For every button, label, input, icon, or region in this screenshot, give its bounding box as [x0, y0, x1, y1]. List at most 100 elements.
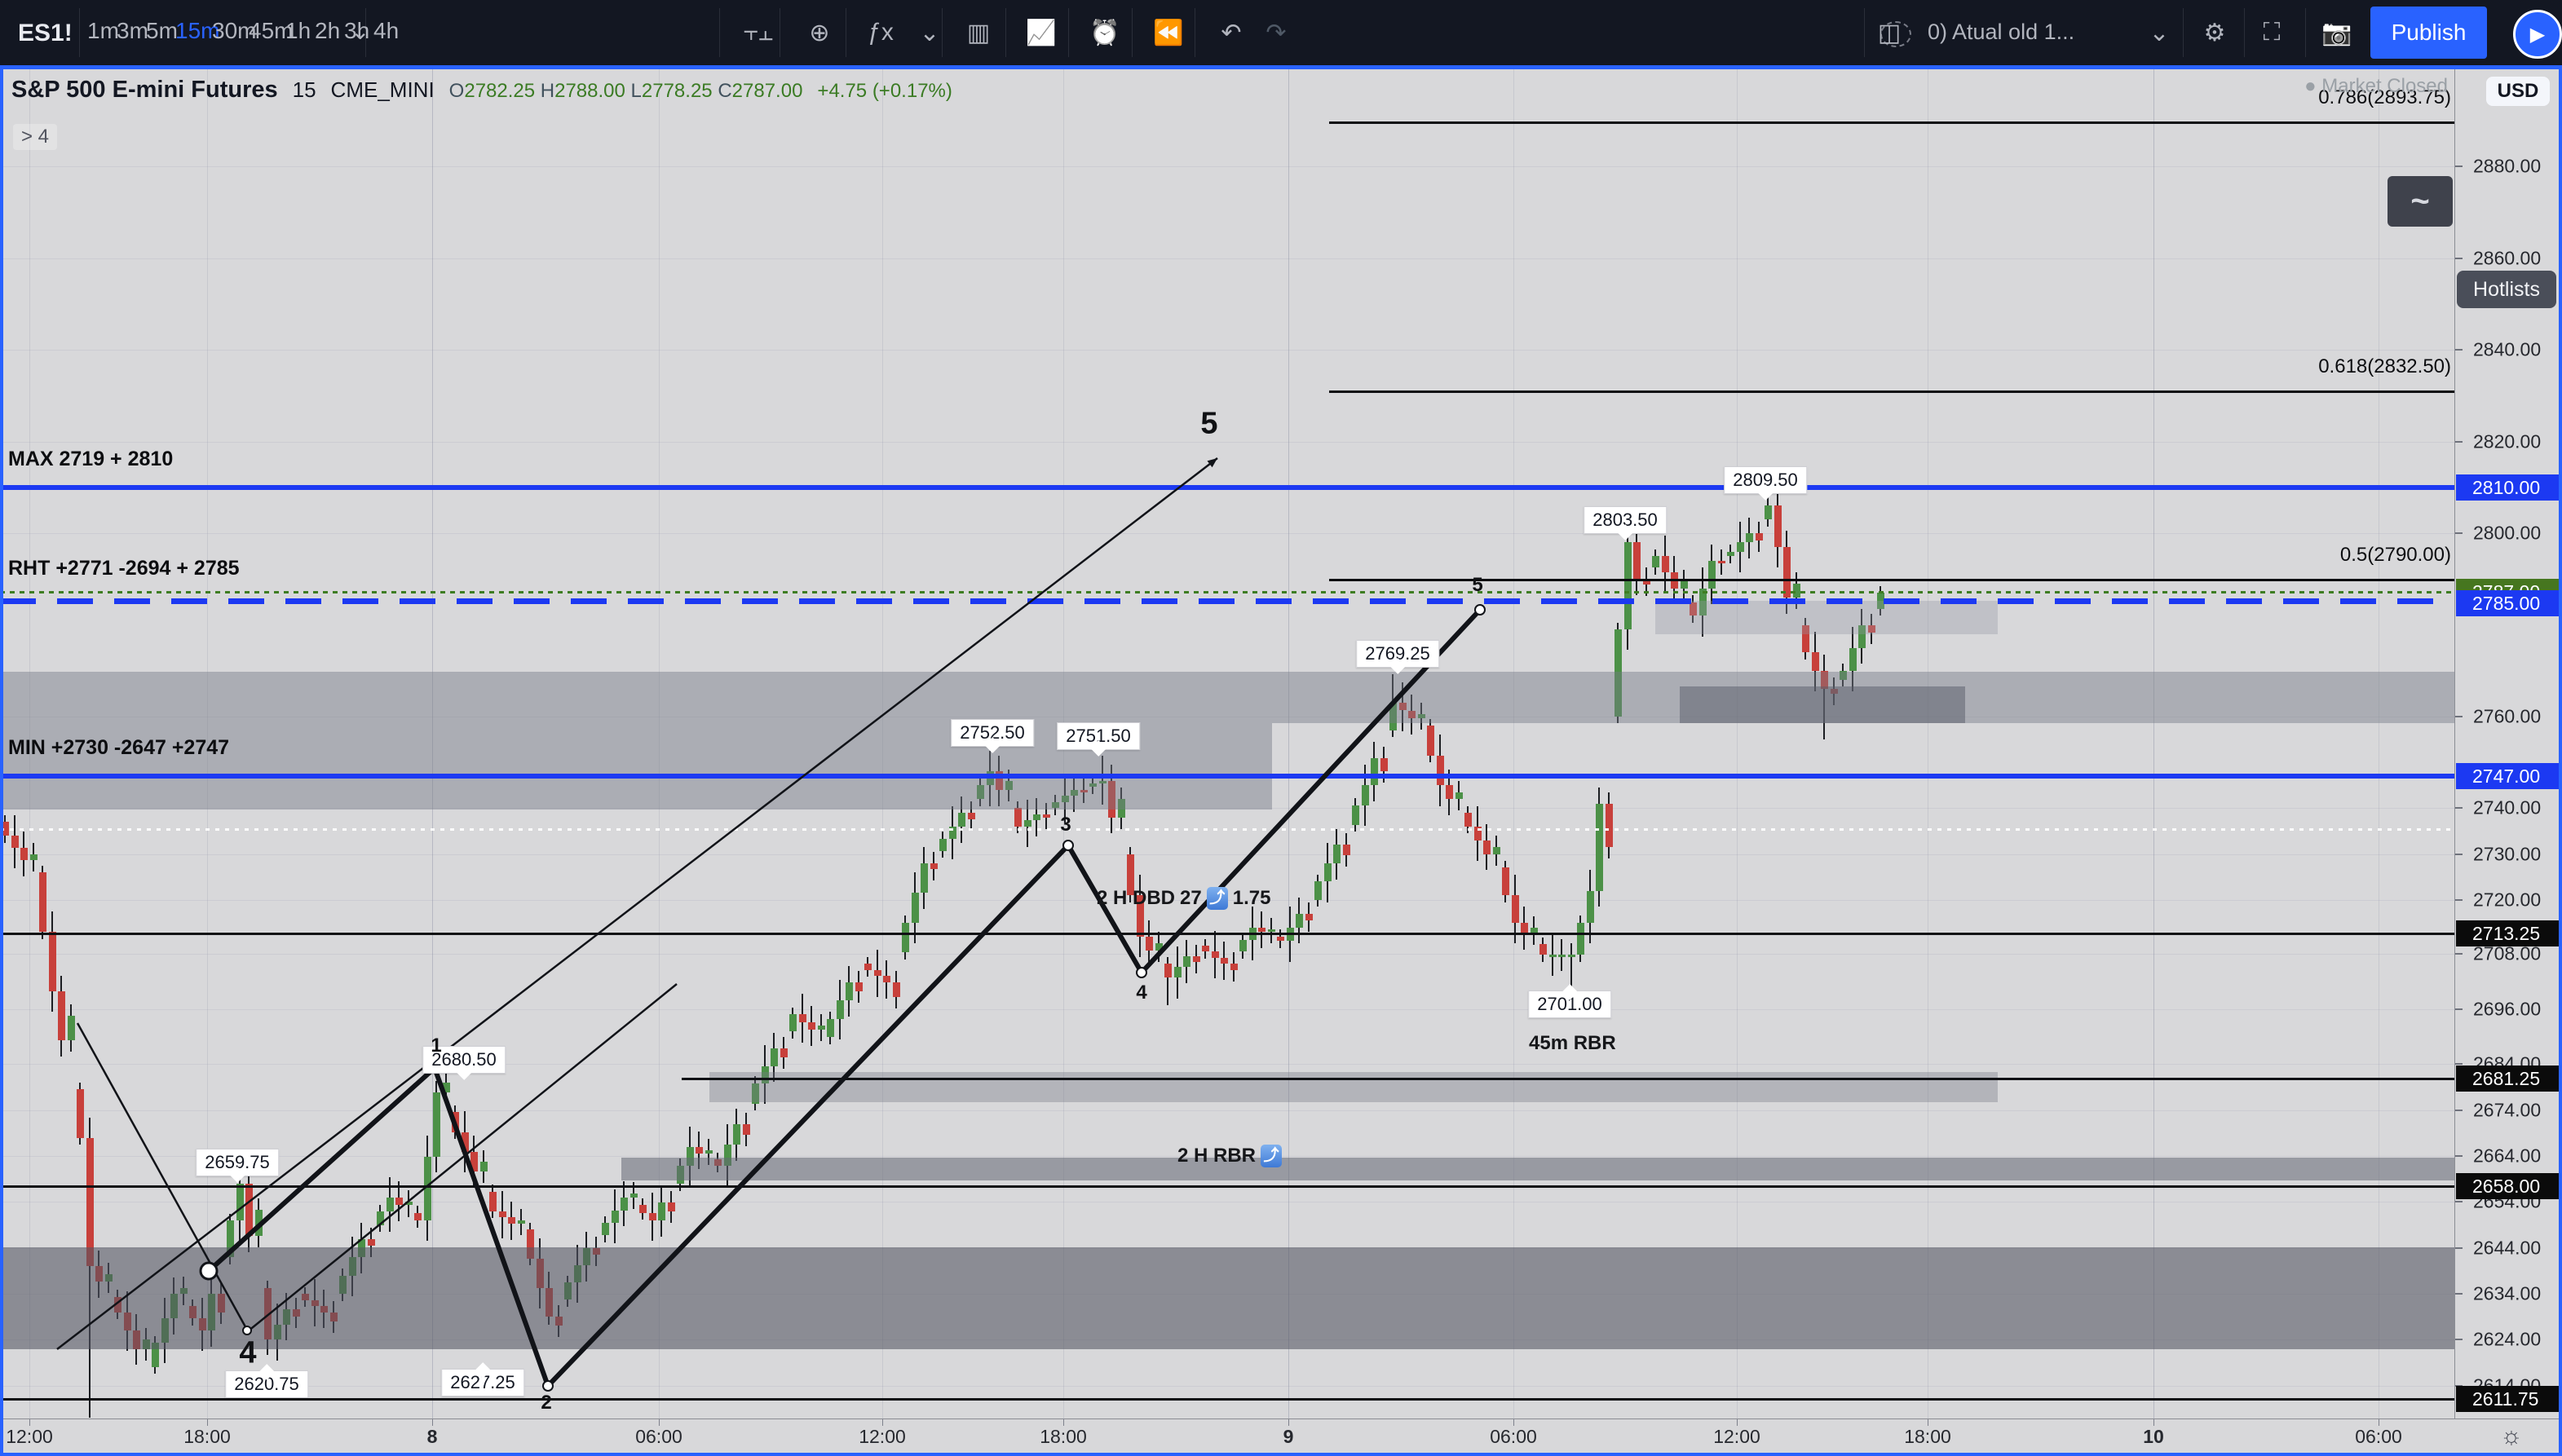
timeframe-2h[interactable]: 2h	[315, 18, 341, 43]
candle-body	[808, 1021, 815, 1030]
chart-legend-row[interactable]: S&P 500 E-mini Futures 15 CME_MINI O2782…	[11, 77, 952, 104]
candle-body	[479, 1162, 488, 1172]
chart-plot-area[interactable]: MAX 2719 + 2810 RHT +2771 -2694 + 2785 MIN…	[0, 65, 2454, 1418]
light-supply-2780[interactable]	[1655, 601, 1998, 634]
screenshot-camera-icon[interactable]: 📷	[2321, 19, 2352, 46]
wave-number-label[interactable]: 4	[1136, 982, 1147, 1004]
currency-toggle[interactable]: USD	[2486, 77, 2550, 106]
timeframe-30m[interactable]: 30m	[212, 18, 257, 43]
fib-0786[interactable]	[1329, 121, 2454, 124]
price-flag-label[interactable]: 2627.25	[441, 1362, 524, 1396]
price-flag-label[interactable]: 2701.00	[1528, 984, 1611, 1018]
chart-frame-top	[0, 65, 2562, 69]
candles-icon[interactable]: ⫟⫠	[743, 19, 774, 46]
white-dotted-2735[interactable]	[0, 828, 2454, 831]
price-axis[interactable]: USD Hotlists ☼ 2880.00 2860.00 2840.00 2820…	[2454, 65, 2562, 1455]
layout-name-button[interactable]: 0) Atual old 1...	[1928, 20, 2075, 44]
level-2681[interactable]	[682, 1078, 2454, 1080]
templates-bars-icon[interactable]: ▥	[966, 19, 991, 46]
price-flag-label[interactable]: 2809.50	[1724, 466, 1807, 501]
timeframe-15m[interactable]: 15m	[175, 18, 220, 43]
wave-number-label[interactable]: 3	[1060, 814, 1071, 836]
object-tree-toggle[interactable]: > 4	[13, 124, 58, 150]
settings-gear-icon[interactable]: ⚙	[2203, 19, 2226, 46]
price-tick-mark	[2455, 532, 2463, 534]
dark-box-2763[interactable]	[1680, 686, 1965, 723]
key-level-label[interactable]: RHT +2771 -2694 + 2785	[8, 557, 240, 580]
price-badge: 2810.00	[2456, 474, 2562, 501]
supply-band-2760[interactable]	[0, 672, 2454, 723]
redo-icon[interactable]: ↷	[1266, 19, 1287, 46]
wave-number-label[interactable]: 4	[239, 1335, 257, 1370]
level-2611[interactable]	[0, 1398, 2454, 1401]
fullscreen-icon[interactable]: ⛶	[2263, 19, 2281, 46]
candle-body	[1623, 542, 1632, 630]
timeframe-5m[interactable]: 5m	[146, 18, 178, 43]
time-tick-mark	[1288, 1419, 1289, 1426]
time-tick-label: 06:00	[1490, 1426, 1537, 1447]
timeframe-45m[interactable]: 45m	[249, 18, 294, 43]
zone-label[interactable]: 2 H DBD 27 ⤴ 1.75	[1097, 887, 1271, 910]
timeframe-1m[interactable]: 1m	[87, 18, 119, 43]
time-tick-label: 12:00	[6, 1426, 53, 1447]
close-dotted-2787[interactable]	[0, 591, 2454, 593]
hotlists-badge[interactable]: Hotlists	[2457, 271, 2556, 308]
price-flag-label[interactable]: 2752.50	[951, 719, 1034, 753]
price-tick-label: 2880.00	[2473, 155, 2542, 177]
alert-clock-icon[interactable]: ⏰	[1089, 19, 1120, 46]
curved-arrow-icon: ⤴	[1261, 1145, 1283, 1167]
time-tick-label: 12:00	[859, 1426, 906, 1447]
time-axis[interactable]: ☼ 12:00 18:00 8 06:00 12:00 18:00 9 06:00 12:00 1…	[0, 1418, 2562, 1454]
layout-split-icon[interactable]: ◫	[1877, 19, 1902, 46]
fundamentals-icon[interactable]: 📈	[1026, 19, 1057, 46]
level-2658[interactable]	[0, 1185, 2454, 1188]
min-line-2747[interactable]	[0, 774, 2454, 779]
rht-dashed-2785[interactable]	[0, 598, 2451, 604]
key-level-label[interactable]: MIN +2730 -2647 +2747	[8, 736, 230, 759]
price-tick-label: 2800.00	[2473, 522, 2542, 544]
change-value: +4.75 (+0.17%)	[817, 80, 952, 102]
timeframe-3m[interactable]: 3m	[117, 18, 148, 43]
fx-dropdown-icon[interactable]: ⌄	[919, 19, 940, 46]
play-circle-button[interactable]: ▶	[2513, 10, 2562, 59]
2h-rbr-zone[interactable]	[621, 1158, 2454, 1180]
timeframe-3h[interactable]: 3h	[344, 18, 370, 43]
candle-body	[1164, 964, 1172, 978]
candle-body	[58, 991, 65, 1041]
fib-05[interactable]	[1329, 579, 2454, 581]
compare-plus-icon[interactable]: ⊕	[809, 19, 830, 46]
publish-button[interactable]: Publish	[2370, 7, 2487, 59]
time-tick-mark	[659, 1419, 660, 1426]
zone-label[interactable]: 2 H RBR ⤴	[1177, 1145, 1283, 1167]
price-flag-label[interactable]: 2659.75	[196, 1149, 279, 1183]
wave-number-label[interactable]: 2	[541, 1392, 552, 1414]
replay-rewind-icon[interactable]: ⏪	[1153, 19, 1184, 46]
price-flag-label[interactable]: 2803.50	[1584, 506, 1667, 540]
bottom-demand-zone[interactable]	[0, 1247, 2454, 1349]
zone-label[interactable]: 45m RBR	[1529, 1032, 1616, 1054]
key-level-label[interactable]: MAX 2719 + 2810	[8, 448, 174, 470]
symbol-button[interactable]: ES1!	[18, 20, 73, 46]
wave-number-label[interactable]: 1	[431, 1035, 442, 1057]
price-flag-label[interactable]: 2769.25	[1356, 640, 1439, 674]
level-2713[interactable]	[0, 933, 2454, 935]
layout-dropdown-icon[interactable]: ⌄	[2149, 19, 2170, 46]
timezone-icon[interactable]: ☼	[2500, 1423, 2523, 1449]
max-line-2810[interactable]	[0, 485, 2454, 490]
price-flag-label[interactable]: 2620.75	[225, 1364, 308, 1398]
timeframe-4h[interactable]: 4h	[373, 18, 400, 43]
gridline-horizontal	[0, 166, 2454, 167]
undo-icon[interactable]: ↶	[1221, 19, 1242, 46]
candle-body	[1811, 652, 1819, 671]
timeframe-dropdown-icon[interactable]: ⌄	[351, 19, 370, 44]
wave-number-label[interactable]: 5	[1200, 406, 1218, 441]
timeframe-1h[interactable]: 1h	[285, 18, 311, 43]
price-flag-label[interactable]: 2751.50	[1057, 722, 1140, 757]
candle-body	[1323, 863, 1332, 882]
45m-rbr-zone[interactable]	[709, 1072, 1998, 1102]
wave-number-label[interactable]: 5	[1472, 574, 1483, 596]
fib-0618[interactable]	[1329, 390, 2454, 393]
indicators-fx-icon[interactable]: ƒx	[868, 19, 894, 46]
candle-body	[1277, 936, 1284, 942]
collapsed-widget-tilde[interactable]: ~	[2388, 176, 2453, 227]
